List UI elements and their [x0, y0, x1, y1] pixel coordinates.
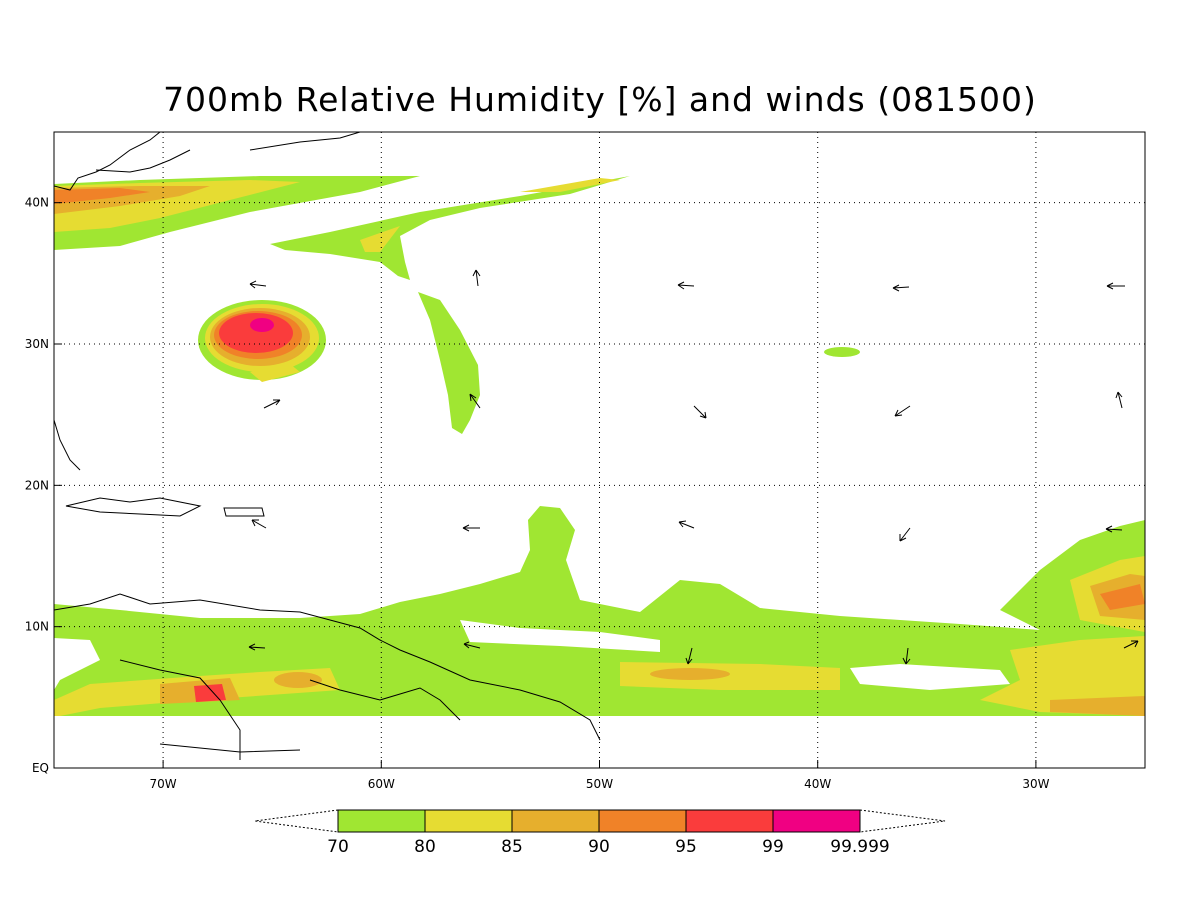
lat-tick-label: 30N — [25, 337, 49, 351]
coastline-hispaniola — [65, 497, 202, 517]
humidity-region-small-patch — [824, 347, 860, 357]
coastline-newfoundland — [249, 132, 361, 151]
wind-arrow — [678, 520, 695, 529]
coastline-nova-scotia — [95, 149, 191, 173]
humidity-region-itcz-80c — [980, 636, 1145, 716]
wind-arrow — [685, 647, 693, 665]
coastlines — [54, 132, 601, 760]
humidity-region-itcz-85e — [650, 668, 730, 680]
wind-arrow — [892, 284, 910, 292]
humidity-region-cyclone-95 — [219, 313, 293, 353]
wind-arrow — [463, 641, 481, 649]
lon-tick-label: 40W — [804, 777, 831, 791]
colorbar-swatch — [511, 809, 600, 833]
wind-arrow — [677, 281, 695, 290]
humidity-region-tail — [418, 292, 480, 434]
humidity-region-central-band-80 — [360, 226, 400, 252]
coastline-north-america — [54, 132, 161, 191]
humidity-region-itcz-85b — [1050, 696, 1145, 716]
wind-arrow — [469, 393, 481, 409]
lon-tick-label: 70W — [150, 777, 177, 791]
colorbar-level-label: 70 — [327, 837, 349, 857]
coastline-florida — [54, 419, 81, 471]
wind-arrow — [1123, 640, 1139, 649]
humidity-region-itcz — [54, 506, 1145, 716]
lon-tick-label: 30W — [1022, 777, 1049, 791]
colorbar-level-label: 95 — [675, 837, 697, 857]
colorbar-swatch — [598, 809, 687, 833]
humidity-region-central-band-80b — [520, 178, 620, 192]
colorbar: 70 80 85 90 95 99 99.999 — [254, 809, 946, 857]
wind-arrow — [251, 519, 267, 529]
lat-tick-label: 20N — [25, 478, 49, 492]
gridlines — [54, 132, 1145, 768]
colorbar-level-label: 80 — [414, 837, 436, 857]
humidity-region-central-band — [270, 176, 630, 280]
wind-arrow — [249, 280, 267, 289]
colorbar-right-extension — [859, 809, 946, 833]
colorbar-level-label: 99.999 — [830, 837, 889, 857]
lat-tick-label: 10N — [25, 620, 49, 634]
coastline-venezuela — [54, 593, 601, 741]
humidity-region-itcz-95 — [194, 684, 226, 702]
wind-arrow — [693, 405, 707, 419]
lon-tick-label: 50W — [586, 777, 613, 791]
wind-arrow — [902, 647, 911, 665]
wind-vectors — [248, 269, 1139, 665]
colorbar-swatch — [685, 809, 774, 833]
colorbar-level-label: 85 — [501, 837, 523, 857]
map-title: 700mb Relative Humidity [%] and winds (0… — [163, 80, 1037, 119]
wind-arrow — [1106, 282, 1125, 290]
humidity-region-cyclone-99 — [250, 318, 274, 332]
humidity-field — [54, 176, 1145, 716]
colorbar-swatch — [424, 809, 513, 833]
humidity-region-cyclone-tail — [250, 364, 300, 382]
wind-arrow — [1105, 525, 1123, 533]
lon-tick-label: 60W — [368, 777, 395, 791]
wind-arrow — [462, 524, 480, 532]
humidity-gap-1 — [460, 620, 660, 652]
colorbar-level-label: 90 — [588, 837, 610, 857]
lat-tick-label: 40N — [25, 196, 49, 210]
wind-arrow — [894, 405, 911, 417]
wind-arrow — [263, 399, 281, 409]
humidity-region-itcz-85d — [274, 672, 322, 688]
colorbar-level-label: 99 — [762, 837, 784, 857]
humidity-region-northeast-90 — [54, 188, 150, 204]
wind-arrow — [472, 269, 481, 287]
lat-tick-label: EQ — [32, 761, 49, 775]
wind-arrow — [1115, 391, 1123, 409]
colorbar-swatch — [772, 809, 861, 833]
coastline-puerto-rico — [223, 507, 265, 517]
humidity-gap-2 — [850, 664, 1010, 690]
coastline-south-america-interior — [119, 659, 461, 760]
wind-arrow — [899, 527, 911, 542]
humidity-gap-3 — [54, 638, 100, 690]
axis-ticks: 70W 60W 50W 40W 30W EQ 10N 20N 30N 40N — [25, 196, 1050, 791]
colorbar-left-extension — [254, 809, 339, 833]
wind-arrow — [248, 643, 266, 651]
humidity-region-itcz-90 — [1100, 584, 1145, 610]
colorbar-swatch — [337, 809, 426, 833]
